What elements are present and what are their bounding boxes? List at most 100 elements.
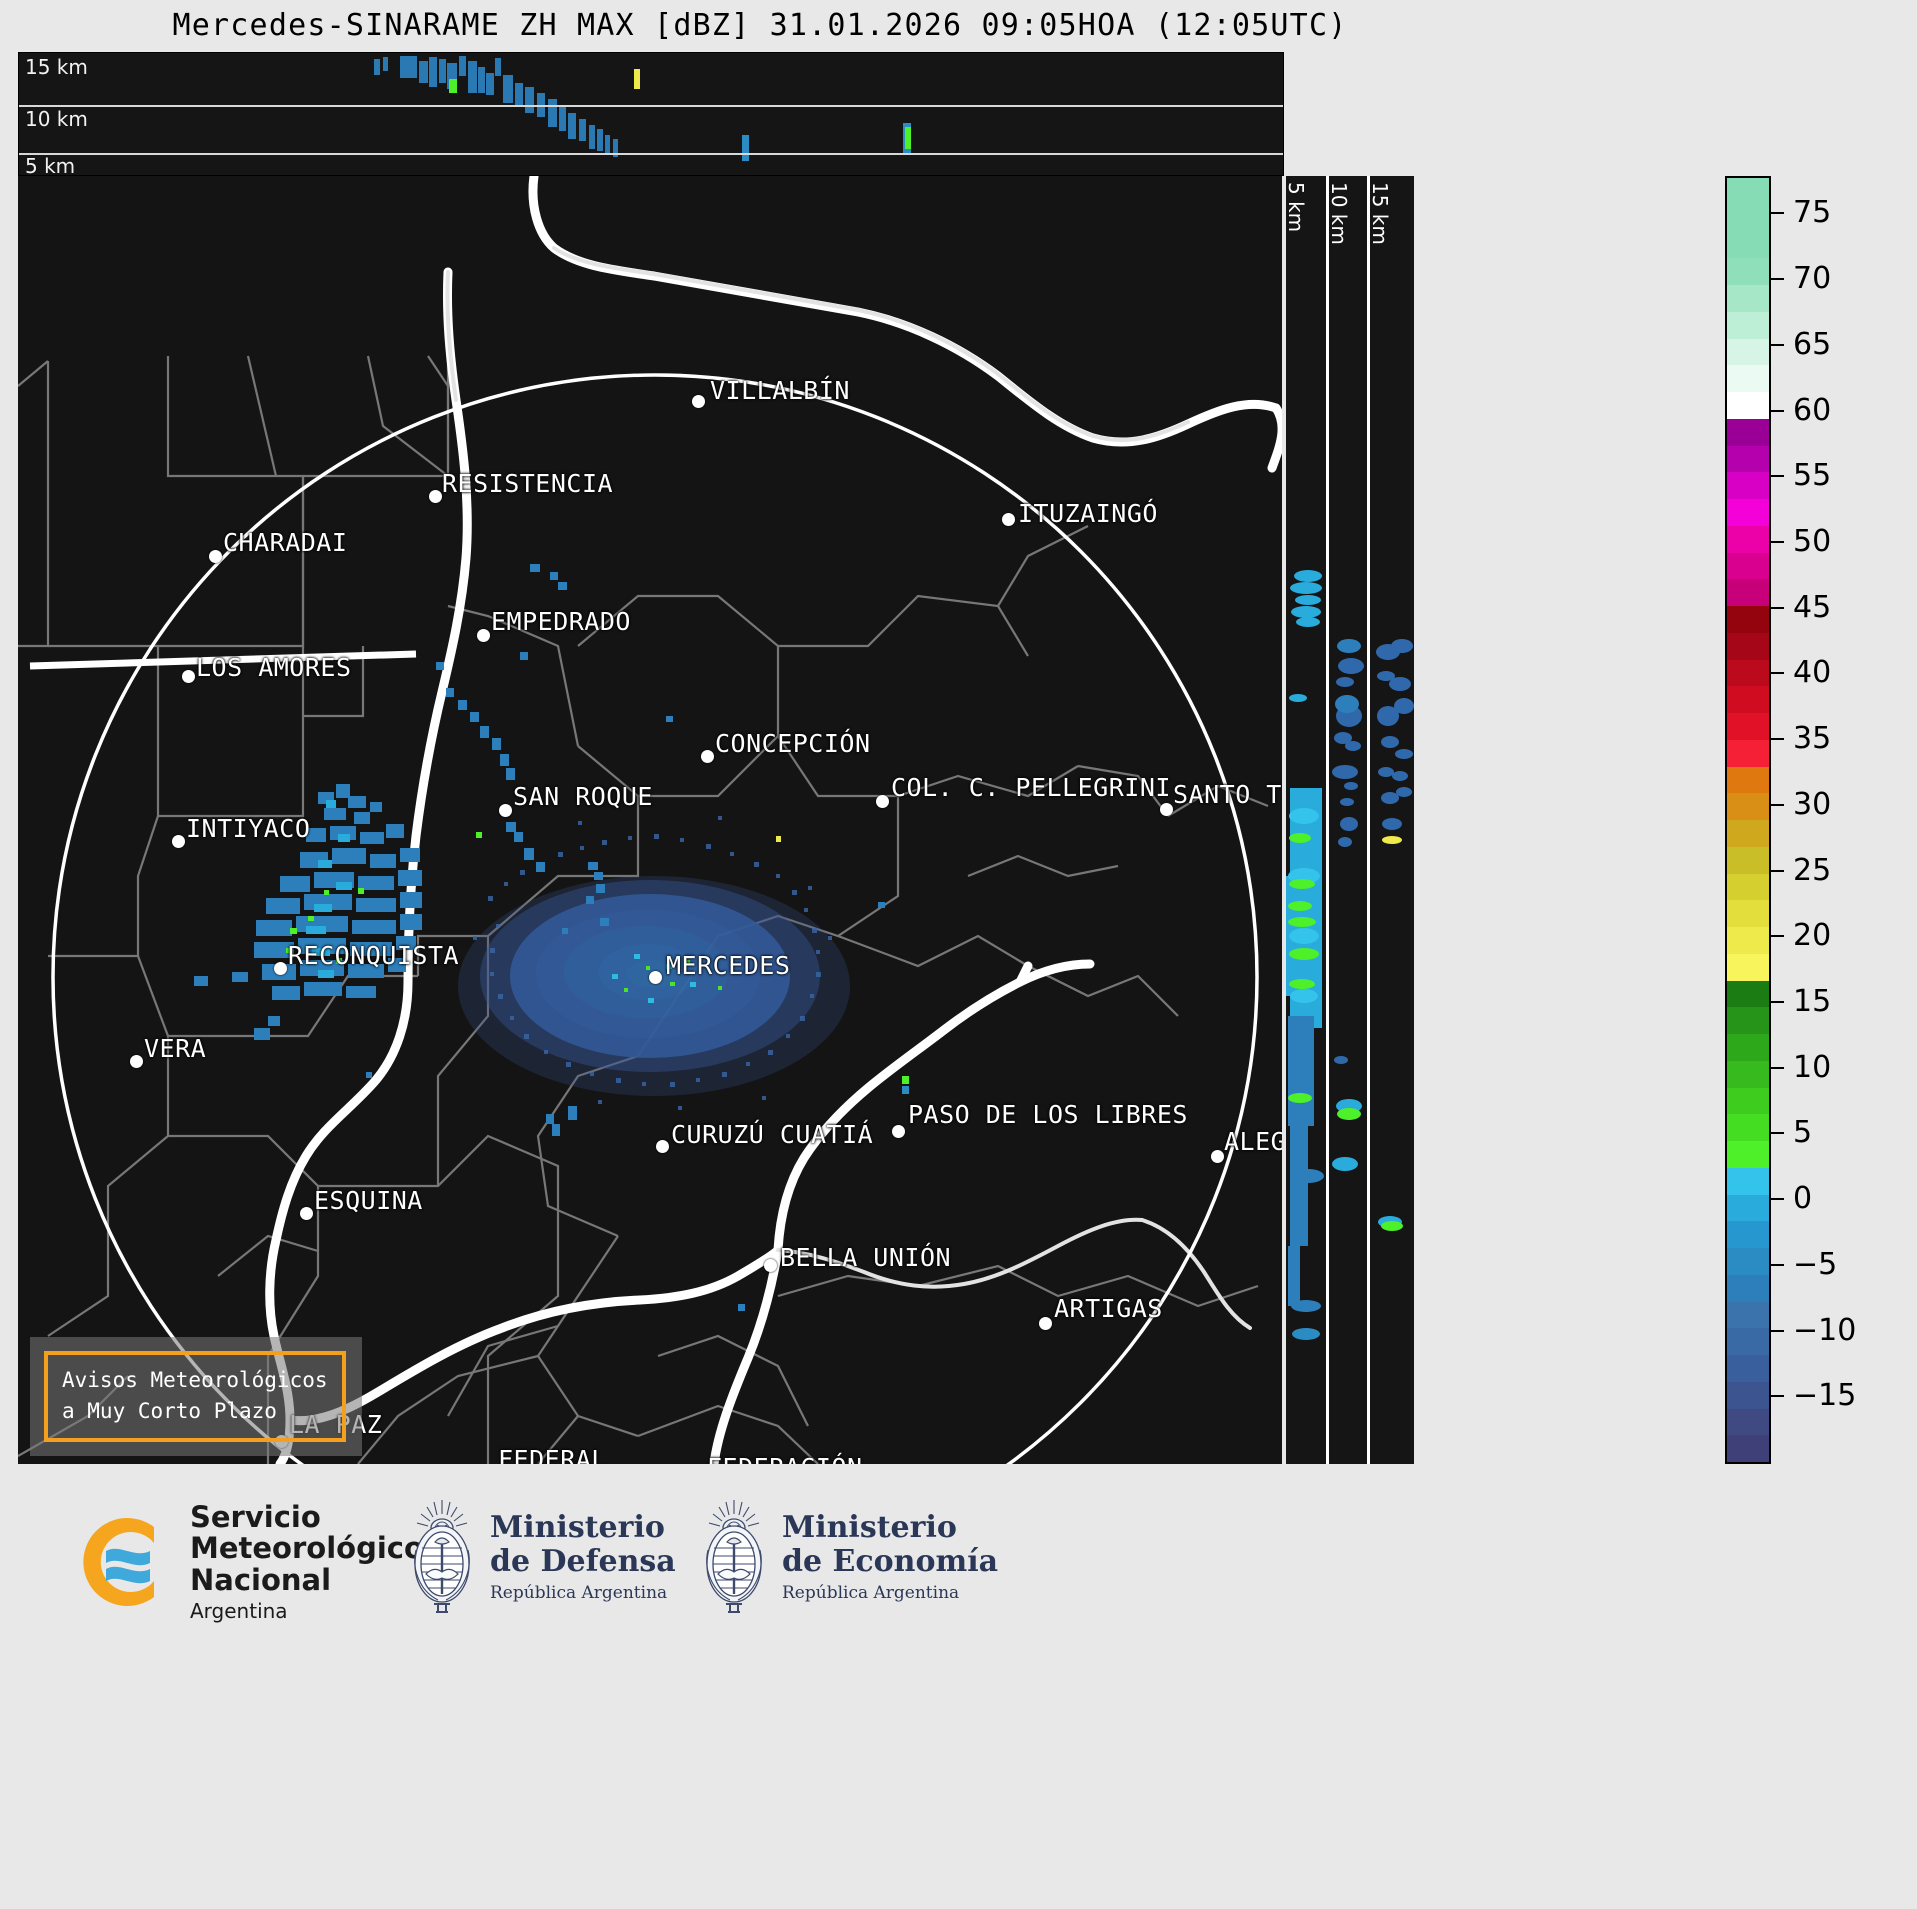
tick-mark — [1771, 343, 1784, 346]
tick-value: 25 — [1793, 852, 1832, 888]
radar-plan-view[interactable]: VILLALBÍN RESISTENCIA CHARADAI ITUZAINGÓ EMP… — [18, 176, 1282, 1464]
height-label-10km-right: 10 km — [1329, 182, 1351, 245]
city-dot — [209, 550, 222, 563]
colorbar-segment — [1727, 1274, 1769, 1302]
colorbar-segment — [1727, 739, 1769, 767]
colorbar-segment — [1727, 900, 1769, 927]
vertical-crosssection-10km: 10 km — [1329, 176, 1367, 1464]
city-dot — [649, 971, 662, 984]
tick-value: 55 — [1793, 458, 1832, 494]
gridline-10km — [19, 105, 1283, 107]
tick-mark — [1771, 409, 1784, 412]
city-dot — [764, 1259, 777, 1272]
city-dot — [701, 750, 714, 763]
city-dot — [692, 395, 705, 408]
colorbar-segment — [1727, 1381, 1769, 1409]
colorbar-tick: 15 — [1771, 987, 1831, 1017]
colorbar-segment — [1727, 1167, 1769, 1195]
colorbar-ticks: 75 70 65 60 55 50 45 40 35 30 25 20 15 10 5 0 −5 −10 −15 — [1771, 176, 1911, 1464]
logo-ministerio-economia: Ministerio de Economía República Argenti… — [700, 1498, 998, 1616]
colorbar-segment — [1727, 1301, 1769, 1329]
economia-title-2: de Economía — [782, 1544, 999, 1579]
smn-line-3: Nacional — [190, 1562, 332, 1597]
colorbar-segment — [1727, 445, 1769, 473]
colorbar-segment — [1727, 953, 1769, 981]
colorbar-segment — [1727, 552, 1769, 580]
tick-mark — [1771, 541, 1784, 543]
city-dot — [876, 795, 889, 808]
smn-subtitle: Argentina — [190, 1598, 288, 1623]
tick-value: −10 — [1793, 1312, 1857, 1348]
height-label-5km: 5 km — [25, 154, 76, 176]
colorbar-tick: 35 — [1771, 724, 1831, 754]
tick-value: 40 — [1793, 655, 1832, 691]
colorbar-segment — [1727, 311, 1769, 339]
colorbar-tick: 20 — [1771, 921, 1831, 951]
colorbar-segment — [1727, 1328, 1769, 1355]
tick-mark — [1771, 1066, 1784, 1069]
city-dot — [429, 490, 442, 503]
colorbar-tick: 55 — [1771, 461, 1831, 491]
radar-echo-layer — [194, 564, 909, 1311]
city-dot — [182, 670, 195, 683]
colorbar-segment — [1727, 178, 1769, 205]
colorbar-segment — [1727, 1248, 1769, 1275]
footer: Servicio Meteorológico Nacional Argentin… — [0, 1470, 1917, 1909]
tick-value: 70 — [1793, 261, 1832, 297]
colorbar-segment — [1727, 1194, 1769, 1222]
top-crosssection-panel: 15 km 10 km 5 km — [18, 52, 1284, 176]
gridline-5km — [19, 153, 1283, 155]
colorbar-segment — [1727, 873, 1769, 901]
colorbar-tick: 50 — [1771, 527, 1831, 557]
colorbar-tick: 45 — [1771, 592, 1831, 623]
defensa-subtitle: República Argentina — [490, 1582, 668, 1603]
argentina-coat-of-arms-icon — [414, 1500, 470, 1613]
city-dot — [300, 1207, 313, 1220]
colorbar-segment — [1727, 204, 1769, 232]
tick-value: 15 — [1793, 984, 1832, 1019]
colorbar-segment — [1727, 686, 1769, 713]
colorbar-segment — [1727, 1141, 1769, 1168]
tick-value: 30 — [1793, 786, 1832, 822]
colorbar-tick: 25 — [1771, 852, 1832, 888]
colorbar-segment — [1727, 525, 1769, 553]
height-label-15km: 15 km — [25, 55, 88, 79]
alert-banner[interactable]: Avisos Meteorológicos a Muy Corto Plazo — [30, 1337, 362, 1456]
colorbar-segment — [1727, 713, 1769, 740]
tick-mark — [1771, 475, 1784, 478]
colorbar-segment — [1727, 392, 1769, 419]
logo-ministerio-defensa: Ministerio de Defensa República Argentin… — [408, 1498, 676, 1616]
colorbar-segment — [1727, 659, 1769, 687]
panel-divider-2 — [1367, 176, 1370, 1464]
tick-mark — [1771, 869, 1784, 872]
city-dot — [1039, 1317, 1052, 1330]
colorbar-segment — [1727, 231, 1769, 259]
tick-value: 35 — [1793, 721, 1832, 757]
colorbar-segment — [1727, 766, 1769, 794]
tick-mark — [1771, 1263, 1784, 1266]
colorbar-tick: −15 — [1771, 1381, 1856, 1411]
colorbar-segment — [1727, 1221, 1769, 1248]
vertical-crosssection-15km: 15 km — [1370, 176, 1414, 1464]
colorbar-segment — [1727, 258, 1769, 285]
city-dot — [892, 1125, 905, 1138]
top-crosssection-echoes — [19, 53, 1283, 175]
city-dot — [477, 629, 490, 642]
city-dot — [1160, 803, 1173, 816]
tick-mark — [1771, 935, 1784, 938]
colorbar-tick: 60 — [1771, 395, 1831, 426]
colorbar-segment — [1727, 1034, 1769, 1061]
colorbar-segment — [1727, 927, 1769, 954]
colorbar-segment — [1727, 1060, 1769, 1088]
colorbar-tick: 65 — [1771, 326, 1832, 362]
alert-box: Avisos Meteorológicos a Muy Corto Plazo — [44, 1351, 346, 1442]
logo-smn: Servicio Meteorológico Nacional Argentin… — [58, 1501, 424, 1623]
colorbar-tick: 10 — [1771, 1052, 1831, 1083]
smn-line-2: Meteorológico — [190, 1531, 424, 1566]
alert-line-2: a Muy Corto Plazo — [62, 1398, 277, 1423]
tick-value: 75 — [1793, 195, 1832, 231]
height-label-5km-right: 5 km — [1286, 182, 1308, 233]
colorbar-segment — [1727, 1355, 1769, 1382]
tick-value: 65 — [1793, 326, 1832, 362]
colorbar-segment — [1727, 820, 1769, 847]
